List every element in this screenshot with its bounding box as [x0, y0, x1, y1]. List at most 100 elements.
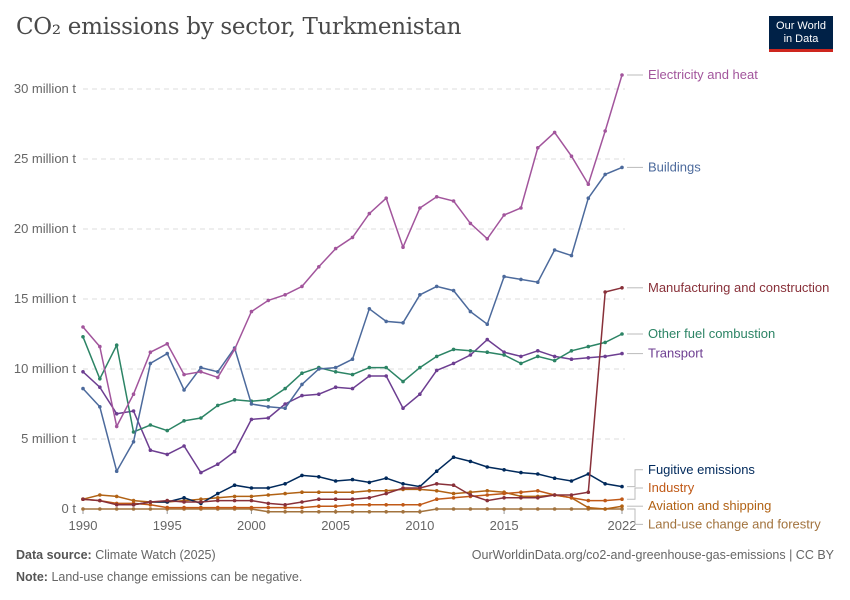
data-point	[199, 365, 203, 370]
data-point	[165, 505, 170, 510]
data-point	[603, 340, 607, 345]
data-point	[367, 307, 372, 311]
data-point	[249, 498, 254, 503]
data-point	[350, 357, 355, 362]
data-point	[81, 497, 85, 502]
data-point	[266, 501, 271, 506]
data-point	[367, 374, 372, 378]
data-point	[384, 374, 388, 378]
y-tick-label: 15 million t	[14, 291, 77, 306]
data-point	[215, 375, 220, 380]
data-point	[620, 73, 624, 77]
data-point	[148, 361, 153, 366]
data-point	[620, 165, 624, 170]
data-point	[317, 392, 321, 397]
data-point	[317, 497, 321, 502]
data-point	[552, 248, 557, 252]
data-point	[401, 406, 405, 411]
data-point	[333, 385, 338, 390]
data-point	[384, 319, 388, 324]
series-label: Industry	[648, 480, 695, 495]
data-point	[569, 253, 574, 258]
source-url[interactable]: OurWorldinData.org/co2-and-greenhouse-ga…	[471, 548, 834, 562]
data-point	[333, 510, 338, 514]
data-point	[485, 498, 490, 503]
data-point	[350, 503, 355, 507]
data-point	[333, 497, 338, 502]
data-point	[98, 385, 102, 390]
data-point	[434, 284, 439, 289]
note-label: Note:	[16, 570, 48, 584]
data-point	[519, 206, 523, 210]
data-point	[215, 496, 220, 500]
data-point	[350, 510, 355, 514]
data-point	[182, 444, 186, 448]
y-tick-label: 10 million t	[14, 361, 77, 376]
data-point	[300, 505, 304, 510]
data-point	[232, 483, 237, 488]
data-point	[468, 221, 473, 226]
y-tick-label: 20 million t	[14, 221, 77, 236]
data-point	[468, 309, 473, 314]
data-point	[552, 130, 557, 135]
data-point	[232, 398, 237, 402]
data-point	[485, 322, 490, 327]
data-point	[317, 367, 321, 371]
data-point	[283, 505, 287, 510]
data-point	[283, 503, 287, 507]
data-point	[333, 490, 338, 495]
data-point	[199, 505, 203, 510]
data-point	[603, 482, 607, 486]
data-point	[434, 469, 439, 474]
data-point	[418, 365, 422, 370]
data-point	[114, 494, 119, 499]
data-point	[367, 503, 372, 507]
data-point	[266, 405, 271, 409]
data-point	[81, 386, 85, 391]
data-point	[317, 504, 321, 509]
data-point	[569, 357, 574, 362]
data-point	[451, 347, 456, 352]
data-point	[418, 510, 422, 514]
data-point	[401, 482, 405, 486]
data-point	[620, 484, 624, 489]
data-point	[333, 504, 338, 509]
data-point	[317, 475, 321, 479]
data-point	[182, 372, 186, 377]
data-point	[165, 452, 170, 457]
data-point	[603, 172, 607, 177]
logo-line2: in Data	[783, 33, 819, 45]
data-point	[300, 371, 304, 376]
data-point	[535, 146, 540, 150]
data-point	[333, 365, 338, 370]
data-point	[535, 496, 540, 500]
data-point	[620, 497, 624, 502]
data-point	[434, 489, 439, 493]
source-label: Data source:	[16, 548, 92, 562]
chart-title: CO₂ emissions by sector, Turkmenistan	[16, 14, 462, 40]
data-point	[401, 245, 405, 249]
data-point	[535, 280, 540, 285]
data-point	[81, 507, 85, 511]
data-point	[131, 392, 136, 397]
data-point	[81, 335, 85, 339]
data-point	[519, 361, 523, 366]
x-tick-label: 1995	[153, 518, 182, 533]
x-tick-label: 2000	[237, 518, 266, 533]
data-point	[114, 507, 119, 511]
data-point	[232, 494, 237, 499]
data-point	[519, 507, 523, 511]
data-point	[131, 503, 136, 507]
data-point	[266, 486, 271, 490]
series-label: Manufacturing and construction	[648, 280, 829, 295]
data-point	[451, 483, 456, 488]
data-point	[418, 486, 422, 490]
series-label: Fugitive emissions	[648, 462, 755, 477]
owid-logo[interactable]: Our World in Data	[769, 16, 833, 52]
data-point	[215, 498, 220, 503]
logo-line1: Our World	[776, 20, 826, 32]
data-point	[317, 265, 321, 269]
data-point	[586, 498, 591, 503]
data-point	[519, 470, 523, 475]
data-point	[401, 379, 405, 384]
